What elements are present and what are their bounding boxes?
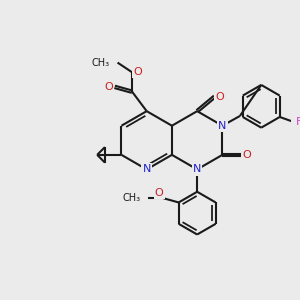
Text: CH₃: CH₃ <box>92 58 110 68</box>
Text: O: O <box>134 67 142 77</box>
Text: O: O <box>155 188 164 198</box>
Text: N: N <box>193 164 201 174</box>
Text: N: N <box>218 121 226 131</box>
Text: F: F <box>296 117 300 127</box>
Text: CH₃: CH₃ <box>123 193 141 202</box>
Text: O: O <box>104 82 113 92</box>
Text: O: O <box>215 92 224 102</box>
Text: N: N <box>142 164 151 174</box>
Text: O: O <box>242 150 251 160</box>
